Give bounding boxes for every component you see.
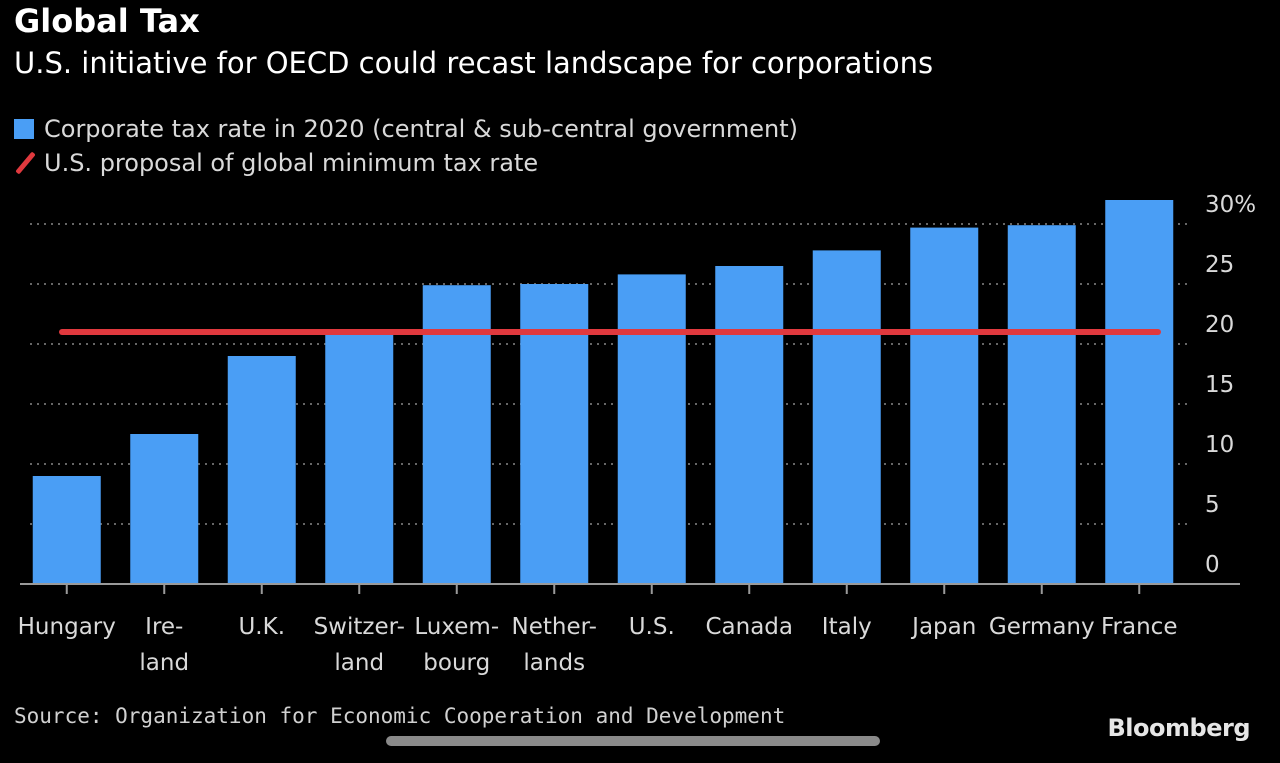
x-tick-label: Canada [705, 614, 793, 640]
bar-hungary [32, 476, 101, 584]
x-tick-label-line: France [1101, 614, 1177, 640]
x-tick-label: Luxem-bourg [414, 614, 499, 676]
scrollbar[interactable] [386, 736, 880, 746]
x-tick-label: Italy [822, 614, 872, 640]
x-tick-label-line: U.K. [238, 614, 285, 640]
x-tick-label-line: Japan [910, 614, 976, 640]
y-tick-label: 20 [1205, 312, 1234, 338]
legend-item-bars: Corporate tax rate in 2020 (central & su… [14, 112, 798, 146]
x-tick-label-line: Hungary [18, 614, 116, 640]
x-tick-label: France [1101, 614, 1177, 640]
x-tick-label-line: bourg [423, 650, 490, 676]
x-tick-label-line: Germany [989, 614, 1095, 640]
x-tick-label-line: Canada [705, 614, 793, 640]
bloomberg-logo: Bloomberg [1107, 714, 1251, 742]
bar-uk [227, 356, 296, 584]
x-tick-label-line: Luxem- [414, 614, 499, 640]
source-note: Source: Organization for Economic Cooper… [14, 704, 786, 728]
y-tick-label: 0 [1205, 552, 1220, 578]
x-tick-label: Nether-lands [512, 614, 597, 676]
x-tick-label-line: lands [523, 650, 585, 676]
bar-luxembourg [422, 285, 491, 584]
bar-us [617, 274, 686, 584]
y-tick-label: 10 [1205, 432, 1234, 458]
x-tick-label: U.S. [629, 614, 675, 640]
y-tick-label: 5 [1205, 492, 1220, 518]
y-tick-label: 15 [1205, 372, 1234, 398]
x-tick-label-line: land [139, 650, 189, 676]
legend-bar-label: Corporate tax rate in 2020 (central & su… [44, 115, 799, 143]
legend-line-swatch [14, 152, 36, 174]
x-tick-label: Germany [989, 614, 1095, 640]
legend-line-label: U.S. proposal of global minimum tax rate [44, 149, 539, 177]
x-tick-label: Hungary [18, 614, 116, 640]
bar-germany [1007, 225, 1076, 584]
chart-subtitle: U.S. initiative for OECD could recast la… [14, 46, 934, 80]
bar-chart: 0 5 10 15 20 25 30% Hungary Ire-land U.K. Switzer-… [18, 192, 1256, 676]
chart-title: Global Tax [14, 2, 200, 40]
x-tick-label: Switzer-land [314, 614, 405, 676]
bar-ireland [130, 434, 199, 584]
y-tick-label: 30% [1205, 192, 1256, 218]
x-tick-label: Ire-land [139, 614, 189, 676]
x-tick-label-line: U.S. [629, 614, 675, 640]
legend: Corporate tax rate in 2020 (central & su… [14, 112, 798, 180]
x-tick-label: U.K. [238, 614, 285, 640]
x-tick-label-line: Switzer- [314, 614, 405, 640]
x-tick-label: Japan [910, 614, 976, 640]
x-tick-label-line: land [334, 650, 384, 676]
bar-canada [715, 266, 784, 584]
bar-italy [812, 250, 881, 584]
x-tick-label-line: Nether- [512, 614, 597, 640]
legend-item-line: U.S. proposal of global minimum tax rate [14, 146, 798, 180]
x-tick-label-line: Italy [822, 614, 872, 640]
legend-bar-swatch [14, 119, 34, 139]
bar-japan [910, 227, 979, 584]
bar-switzerland [325, 330, 394, 584]
x-tick-label-line: Ire- [145, 614, 183, 640]
y-tick-label: 25 [1205, 252, 1234, 278]
bar-france [1105, 200, 1174, 584]
